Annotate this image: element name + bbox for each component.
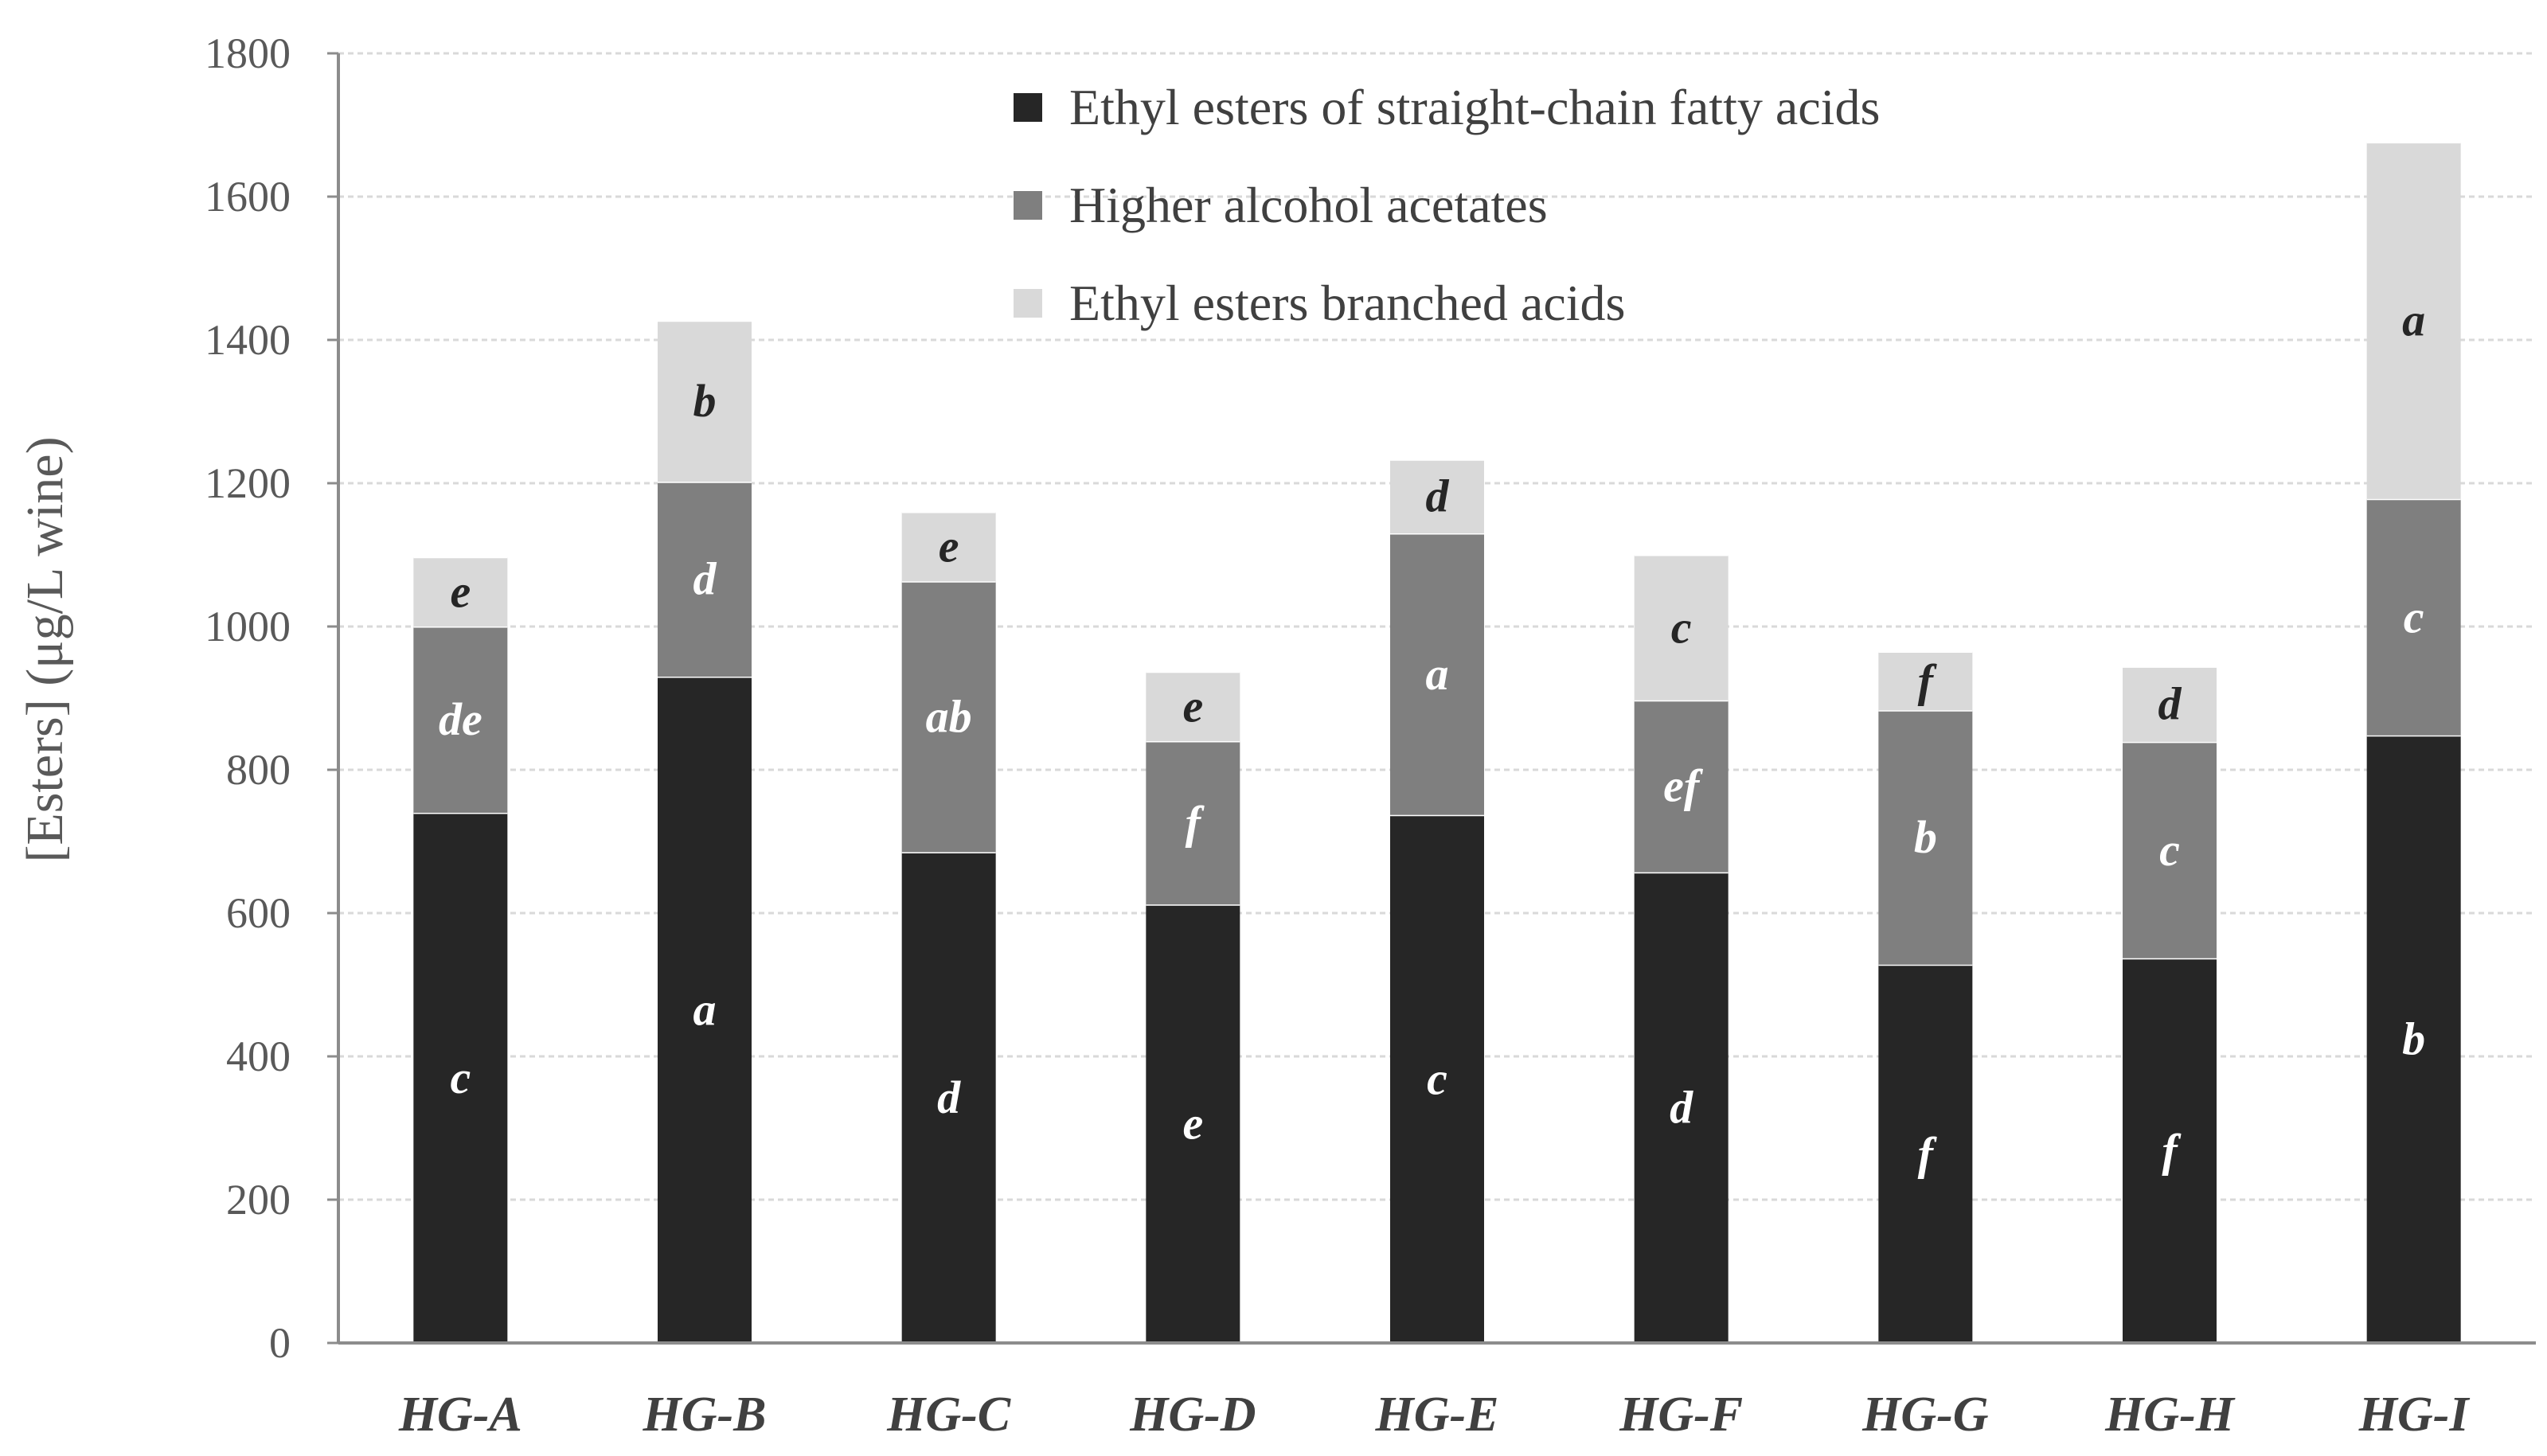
bar-segment-label: b	[2402, 1013, 2425, 1064]
legend-swatch	[1014, 289, 1042, 318]
bar-segment-label: d	[937, 1072, 961, 1123]
bar-segment-label: e	[450, 565, 471, 617]
bar-segment-label: b	[693, 375, 717, 427]
bar-segment	[2123, 958, 2217, 1343]
bar-segment-label: c	[1671, 601, 1692, 653]
bar-segment	[901, 581, 996, 853]
bar-segment-label: ab	[926, 690, 972, 742]
bar-segment	[901, 512, 996, 582]
bar-segment-label: d	[1426, 470, 1450, 522]
bar-segment	[413, 556, 508, 627]
bar-segment-label: c	[1427, 1052, 1447, 1104]
x-category-label: HG-F	[1619, 1388, 1743, 1442]
x-category-label: HG-D	[1129, 1388, 1256, 1442]
bar-segment-label: ef	[1663, 760, 1704, 812]
x-category-label: HG-A	[398, 1388, 522, 1442]
bar-segment	[1390, 533, 1484, 815]
y-tick-label: 1400	[205, 316, 291, 364]
x-category-label: HG-I	[2358, 1388, 2471, 1442]
bar-segment	[658, 320, 752, 482]
bar-segment-label: c	[2404, 591, 2424, 642]
bar-segment	[413, 813, 508, 1343]
legend: Ethyl esters of straight-chain fatty aci…	[1014, 79, 1880, 331]
bar-segment	[1146, 741, 1240, 905]
bar-segment-label: d	[1670, 1081, 1693, 1133]
bar-segment-label: a	[1426, 648, 1449, 700]
bar-segment	[2366, 498, 2461, 736]
bar-segment	[1878, 710, 1973, 965]
bar-segment	[2366, 735, 2461, 1343]
x-category-label: HG-B	[643, 1388, 767, 1442]
x-category-label: HG-E	[1375, 1388, 1499, 1442]
y-tick-labels: 0 200 400 600 800 1000 1200 1400 1600 1800	[205, 29, 338, 1367]
y-tick-label: 800	[226, 746, 291, 794]
bar-segment	[1878, 964, 1973, 1343]
bar-segment-label: c	[2159, 824, 2180, 876]
bar-segment-label: de	[439, 693, 482, 745]
bar-segment	[1634, 555, 1729, 701]
bar-segment	[1634, 872, 1729, 1343]
legend-label: Higher alcohol acetates	[1069, 177, 1548, 233]
bar-segment	[2123, 666, 2217, 742]
y-tick-label: 1800	[205, 29, 291, 77]
legend-swatch	[1014, 93, 1042, 122]
legend-label: Ethyl esters of straight-chain fatty aci…	[1069, 79, 1880, 135]
bar-segment	[1634, 700, 1729, 872]
y-axis-title: [Esters] (μg/L wine)	[16, 436, 74, 862]
y-tick-label: 1600	[205, 173, 291, 221]
y-tick-label: 400	[226, 1032, 291, 1080]
bar-segment-label: e	[939, 521, 959, 572]
bar-segment	[658, 677, 752, 1343]
y-tick-label: 1200	[205, 459, 291, 507]
bar-segment-label: c	[450, 1052, 471, 1103]
bar-segment	[413, 627, 508, 813]
x-category-labels: HG-A HG-B HG-C HG-D HG-E HG-F HG-G HG-H HG-I	[398, 1388, 2471, 1442]
bar-segment	[2123, 741, 2217, 958]
bar-segment-label: a	[693, 984, 717, 1036]
bar-segment-label: d	[2158, 678, 2182, 730]
bar-segment	[1146, 904, 1240, 1343]
bar-segment-label: e	[1182, 680, 1203, 732]
bar-segment	[1878, 651, 1973, 711]
x-category-label: HG-H	[2104, 1388, 2236, 1442]
bar-segment	[2366, 142, 2461, 499]
x-category-label: HG-G	[1861, 1388, 1989, 1442]
bar-segment-label: a	[2402, 295, 2425, 346]
bar-segment	[901, 852, 996, 1343]
bar-segment	[658, 482, 752, 677]
bar-segment-label: b	[1914, 811, 1937, 863]
y-tick-label: 1000	[205, 603, 291, 650]
y-tick-label: 600	[226, 889, 291, 937]
axes	[337, 53, 2536, 1345]
bar-segment-label: e	[1182, 1098, 1203, 1150]
y-tick-label: 0	[269, 1319, 291, 1367]
bar-segment	[1390, 459, 1484, 533]
x-category-label: HG-C	[886, 1388, 1011, 1442]
bar-segment-label: d	[693, 553, 717, 605]
legend-swatch	[1014, 191, 1042, 220]
legend-label: Ethyl esters branched acids	[1069, 275, 1625, 331]
y-tick-label: 200	[226, 1176, 291, 1224]
bar-segment	[1390, 814, 1484, 1343]
bar-segment	[1146, 671, 1240, 741]
